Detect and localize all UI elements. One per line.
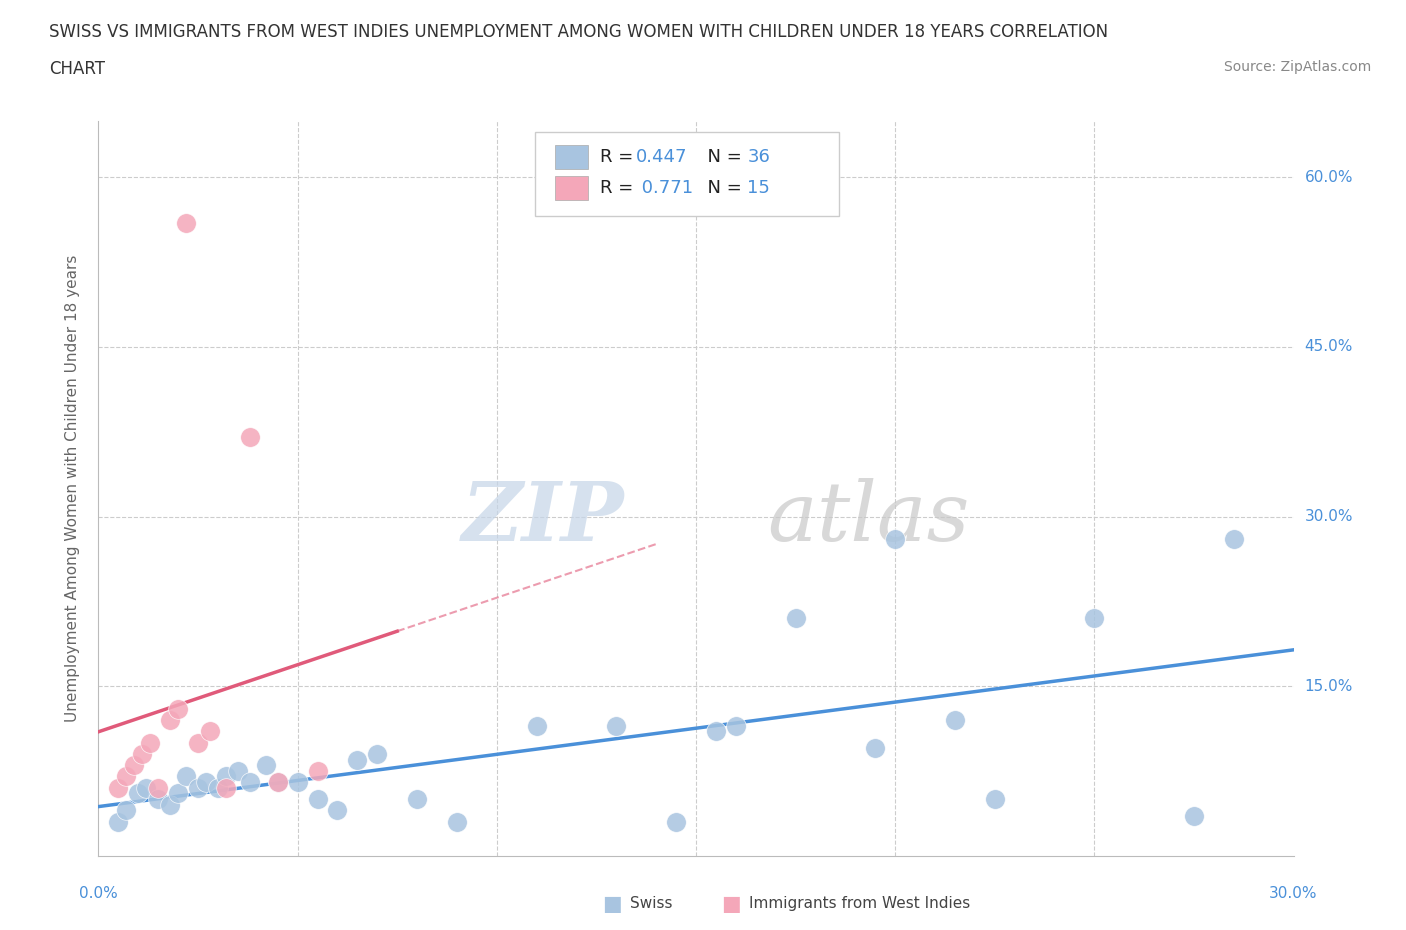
- Text: 30.0%: 30.0%: [1270, 886, 1317, 901]
- Text: ■: ■: [721, 894, 741, 914]
- Point: [195, 775, 218, 790]
- Text: 0.0%: 0.0%: [79, 886, 118, 901]
- Point: [159, 797, 181, 812]
- Point: [665, 815, 688, 830]
- Point: [124, 758, 146, 773]
- Point: [884, 532, 907, 547]
- Text: N =: N =: [696, 148, 748, 166]
- Text: 45.0%: 45.0%: [1305, 339, 1353, 354]
- Point: [785, 611, 807, 626]
- Point: [215, 769, 238, 784]
- Point: [107, 815, 129, 830]
- Point: [115, 803, 138, 817]
- Point: [226, 764, 249, 778]
- Point: [167, 786, 190, 801]
- Point: [724, 718, 747, 733]
- Point: [148, 780, 170, 795]
- Text: ZIP: ZIP: [461, 478, 624, 558]
- Point: [346, 752, 368, 767]
- Text: Immigrants from West Indies: Immigrants from West Indies: [749, 897, 970, 911]
- Point: [366, 747, 388, 762]
- Text: 15.0%: 15.0%: [1305, 679, 1353, 694]
- Point: [526, 718, 548, 733]
- Point: [107, 780, 129, 795]
- Text: 0.771: 0.771: [637, 179, 693, 197]
- FancyBboxPatch shape: [555, 176, 589, 200]
- Text: atlas: atlas: [768, 478, 970, 558]
- Text: Source: ZipAtlas.com: Source: ZipAtlas.com: [1223, 60, 1371, 74]
- Point: [148, 791, 170, 806]
- Point: [984, 791, 1007, 806]
- Point: [187, 780, 209, 795]
- Text: 36: 36: [748, 148, 770, 166]
- Text: ■: ■: [602, 894, 621, 914]
- Point: [446, 815, 468, 830]
- Point: [207, 780, 229, 795]
- Point: [307, 791, 329, 806]
- Point: [239, 430, 262, 445]
- Point: [287, 775, 309, 790]
- Text: 0.447: 0.447: [637, 148, 688, 166]
- Point: [326, 803, 349, 817]
- Point: [174, 215, 197, 230]
- Point: [406, 791, 429, 806]
- FancyBboxPatch shape: [534, 132, 839, 217]
- Point: [1182, 808, 1205, 823]
- Point: [1223, 532, 1246, 547]
- Text: 30.0%: 30.0%: [1305, 509, 1353, 524]
- Point: [127, 786, 149, 801]
- Point: [239, 775, 262, 790]
- Point: [115, 769, 138, 784]
- Point: [267, 775, 290, 790]
- Text: 60.0%: 60.0%: [1305, 170, 1353, 185]
- Point: [1083, 611, 1105, 626]
- Point: [704, 724, 727, 738]
- Point: [254, 758, 277, 773]
- Point: [135, 780, 157, 795]
- Point: [167, 701, 190, 716]
- Text: R =: R =: [600, 179, 640, 197]
- Text: 15: 15: [748, 179, 770, 197]
- FancyBboxPatch shape: [555, 145, 589, 168]
- Point: [605, 718, 627, 733]
- Point: [198, 724, 221, 738]
- Text: R =: R =: [600, 148, 640, 166]
- Point: [267, 775, 290, 790]
- Point: [139, 735, 162, 750]
- Point: [215, 780, 238, 795]
- Point: [307, 764, 329, 778]
- Point: [943, 712, 966, 727]
- Text: CHART: CHART: [49, 60, 105, 78]
- Text: N =: N =: [696, 179, 748, 197]
- Point: [131, 747, 153, 762]
- Point: [159, 712, 181, 727]
- Text: SWISS VS IMMIGRANTS FROM WEST INDIES UNEMPLOYMENT AMONG WOMEN WITH CHILDREN UNDE: SWISS VS IMMIGRANTS FROM WEST INDIES UNE…: [49, 23, 1108, 41]
- Y-axis label: Unemployment Among Women with Children Under 18 years: Unemployment Among Women with Children U…: [65, 255, 80, 722]
- Point: [865, 741, 887, 756]
- Point: [174, 769, 197, 784]
- Text: Swiss: Swiss: [630, 897, 672, 911]
- Point: [187, 735, 209, 750]
